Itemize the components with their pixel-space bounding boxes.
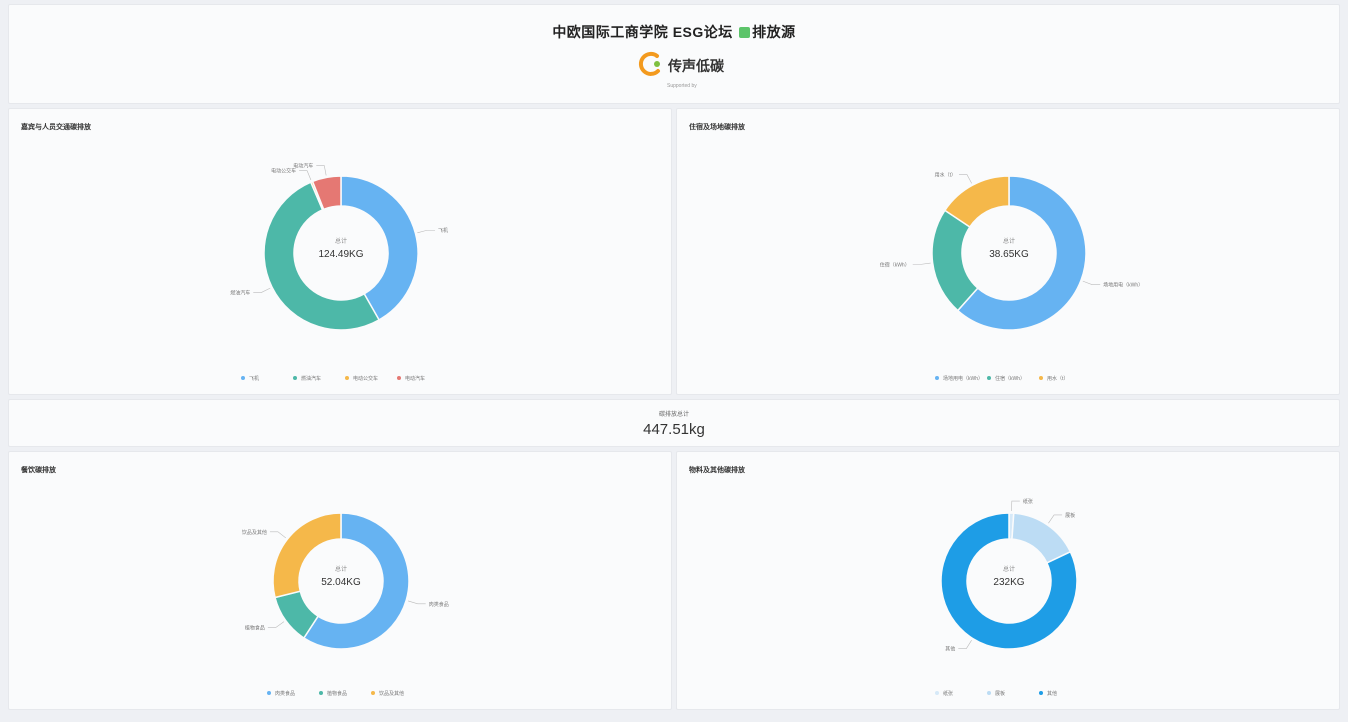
logo: 传声低碳 Supported by: [637, 47, 732, 91]
leader-line: [408, 600, 426, 605]
center-label: 总计: [1003, 565, 1015, 573]
legend-label: 燃油汽车: [301, 375, 321, 382]
slice-label: 肉类食品: [429, 601, 449, 608]
slice-label: 住宿（kWh）: [880, 261, 910, 268]
leaf-icon: [739, 27, 751, 38]
leader-line: [1048, 514, 1063, 524]
slice-label: 展板: [1065, 512, 1075, 519]
legend-marker: [397, 376, 401, 380]
legend-marker: [345, 376, 349, 380]
title-text-2: 排放源: [752, 24, 796, 40]
total-panel: 碳排放总计 447.51kg: [8, 399, 1340, 447]
slice-label: 纸张: [1023, 498, 1033, 505]
chart-title: 餐饮碳排放: [21, 467, 56, 474]
legend-marker: [371, 691, 375, 695]
legend-label: 场地用电（kWh）: [943, 375, 983, 382]
donut-slice: [272, 512, 342, 599]
center-label: 总计: [1003, 237, 1015, 245]
legend-label: 饮品及其他: [379, 690, 404, 697]
total-value: 447.51kg: [643, 421, 705, 438]
leader-line: [417, 229, 436, 234]
center-value: 38.65KG: [989, 249, 1029, 260]
leader-line: [958, 640, 972, 649]
legend-marker: [935, 691, 939, 695]
legend-label: 植物食品: [327, 690, 347, 697]
header-panel: 中欧国际工商学院 ESG论坛 排放源 传声低碳 Supported by: [8, 4, 1340, 104]
slice-label: 电动公交车: [271, 168, 296, 175]
legend-label: 展板: [995, 690, 1005, 697]
legend-label: 肉类食品: [275, 690, 295, 697]
logo-text: 传声低碳: [668, 58, 724, 74]
donut-slice: [302, 512, 410, 650]
center-value: 52.04KG: [321, 577, 361, 588]
title-text: 中欧国际工商学院 ESG论坛: [552, 24, 733, 40]
legend-marker: [1039, 376, 1043, 380]
legend-label: 其他: [1047, 690, 1057, 697]
donut-slice: [340, 175, 419, 321]
legend-label: 用水（t）: [1047, 375, 1068, 382]
donut-slice: [940, 512, 1078, 650]
legend-label: 住宿（kWh）: [995, 375, 1025, 382]
chart-title: 嘉宾与人员交通碳排放: [21, 124, 91, 131]
legend-marker: [267, 691, 271, 695]
slice-label: 电动汽车: [293, 163, 313, 170]
legend-label: 电动公交车: [353, 375, 378, 382]
legend-label: 电动汽车: [405, 375, 425, 382]
leader-line: [299, 170, 312, 181]
slice-label: 用水（t）: [935, 172, 956, 179]
chart-panel-catering: 餐饮碳排放 肉类食品 植物食品 饮品及其他 总计 52.04KG 肉类食品 植物食品 饮品及其…: [8, 451, 672, 710]
slice-label: 植物食品: [245, 624, 265, 631]
donut-slice: [263, 181, 381, 331]
leader-line: [253, 287, 271, 293]
donut-slice: [311, 175, 342, 211]
leader-line: [912, 262, 931, 265]
slice-label: 其他: [945, 646, 955, 653]
center-label: 总计: [335, 565, 347, 573]
legend-label: 飞机: [249, 375, 259, 382]
legend-marker: [241, 376, 245, 380]
leader-line: [267, 621, 285, 628]
slice-label: 场地用电（kWh）: [1103, 282, 1143, 289]
center-value: 124.49KG: [318, 249, 363, 260]
donut-slice: [943, 175, 1010, 228]
center-value: 232KG: [993, 577, 1024, 588]
leader-line: [1082, 280, 1101, 285]
legend-label: 纸张: [943, 690, 953, 697]
legend-marker: [1039, 691, 1043, 695]
slice-label: 燃油汽车: [230, 290, 250, 297]
logo-subtext: Supported by: [667, 83, 697, 89]
legend-marker: [987, 691, 991, 695]
page-title: 中欧国际工商学院 ESG论坛 排放源: [9, 22, 1339, 42]
leader-line: [1011, 500, 1020, 512]
leader-line: [958, 174, 972, 184]
leader-line: [269, 531, 287, 539]
legend-marker: [319, 691, 323, 695]
chart-panel-accommodation: 住宿及场地碳排放 场地用电（kWh） 住宿（kWh） 用水（t） 总计 38.65KG 场…: [676, 108, 1340, 395]
center-label: 总计: [335, 237, 347, 245]
legend-marker: [987, 376, 991, 380]
chart-panel-transport: 嘉宾与人员交通碳排放 飞机 燃油汽车 电动公交车 电动汽车 总计 124.49KG 飞机 燃油…: [8, 108, 672, 395]
chart-panel-materials: 物料及其他碳排放 纸张 展板 其他 总计 232KG 纸张 展板 其他: [676, 451, 1340, 710]
chart-title: 物料及其他碳排放: [689, 467, 745, 474]
total-label: 碳排放总计: [658, 412, 689, 418]
donut-slice: [956, 175, 1087, 331]
donut-chart: 场地用电（kWh） 住宿（kWh） 用水（t） 总计 38.65KG 场地用电（kWh） 住…: [880, 172, 1143, 382]
leader-line: [316, 165, 327, 176]
chart-title: 住宿及场地碳排放: [689, 124, 745, 131]
slice-label: 饮品及其他: [242, 529, 267, 536]
legend-marker: [935, 376, 939, 380]
logo-icon: [638, 51, 660, 76]
legend-marker: [293, 376, 297, 380]
slice-label: 飞机: [438, 227, 448, 234]
